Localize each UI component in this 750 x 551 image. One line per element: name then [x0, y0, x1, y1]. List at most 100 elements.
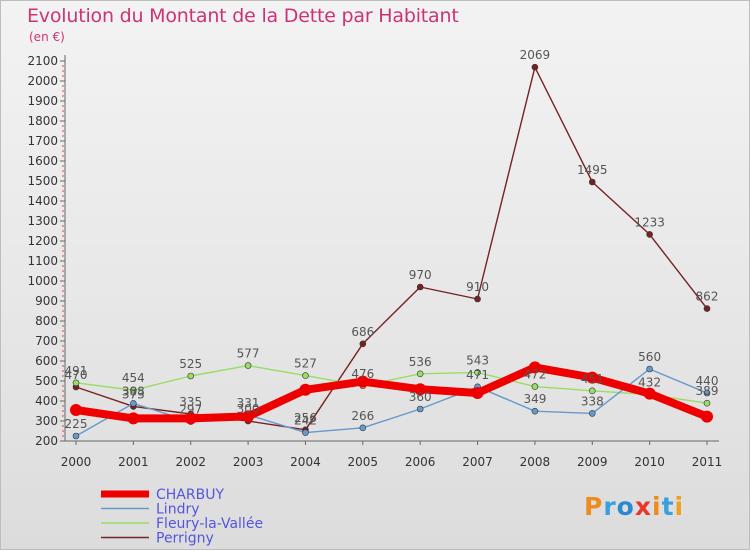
data-label: 389: [696, 384, 719, 398]
y-tick-label: 1000: [27, 274, 58, 288]
logo-letter: t: [661, 492, 675, 521]
legend-label: Fleury-la-Vallée: [156, 516, 263, 532]
y-tick-label: 400: [35, 394, 58, 408]
chart-subtitle: (en €): [29, 30, 65, 44]
x-tick-label: 2003: [233, 455, 264, 469]
data-label: 242: [294, 414, 317, 428]
proxiti-logo: Proxiti: [584, 492, 684, 521]
data-label: 331: [237, 396, 260, 410]
data-label: 451: [581, 372, 604, 386]
data-label: 2069: [520, 48, 551, 62]
data-label: 543: [466, 353, 489, 367]
data-label: 360: [409, 390, 432, 404]
data-point: [703, 389, 711, 397]
y-tick-label: 1300: [27, 214, 58, 228]
y-tick-label: 1100: [27, 254, 58, 268]
x-tick-label: 2002: [175, 455, 206, 469]
x-tick-label: 2007: [462, 455, 493, 469]
y-tick-label: 500: [35, 374, 58, 388]
data-label: 300: [237, 402, 260, 416]
data-point: [299, 383, 312, 396]
data-point: [359, 340, 367, 348]
data-point: [72, 432, 80, 440]
data-label: 577: [237, 347, 260, 361]
logo-letter: i: [674, 492, 685, 521]
data-label: 491: [65, 364, 88, 378]
data-label: 1233: [634, 215, 665, 229]
data-label: 560: [638, 350, 661, 364]
data-point: [531, 383, 539, 390]
data-point: [474, 295, 481, 303]
y-tick-label: 300: [35, 414, 58, 428]
data-label: 454: [122, 371, 145, 385]
x-tick-label: 2008: [520, 455, 551, 469]
data-label: 256: [294, 411, 317, 425]
data-label: 686: [351, 325, 374, 339]
y-tick-label: 600: [35, 354, 58, 368]
data-point: [588, 410, 596, 417]
legend-label: Perrigny: [156, 531, 214, 547]
data-point: [586, 371, 599, 384]
data-label: 527: [294, 357, 317, 371]
data-point: [528, 361, 541, 374]
series-line-perrigny: [75, 66, 708, 431]
y-tick-label: 1700: [27, 134, 58, 148]
y-tick-label: 700: [35, 334, 58, 348]
y-tick-label: 1500: [27, 174, 58, 188]
y-tick-label: 2000: [27, 74, 58, 88]
data-label: 1495: [577, 163, 608, 177]
data-point: [588, 387, 596, 395]
data-label: 970: [409, 268, 432, 282]
x-tick-label: 2009: [577, 455, 608, 469]
x-tick-label: 2000: [61, 455, 92, 469]
x-tick-label: 2011: [692, 455, 723, 469]
data-point: [70, 404, 82, 416]
data-point: [701, 410, 713, 423]
logo-letter: o: [616, 492, 635, 521]
data-label: 349: [523, 392, 546, 406]
logo-letter: x: [634, 492, 652, 521]
y-tick-label: 2100: [27, 54, 58, 68]
data-point: [242, 410, 255, 423]
data-point: [416, 370, 424, 378]
series-line-charbuy: [72, 363, 711, 423]
data-point: [531, 63, 539, 71]
data-label: 472: [523, 368, 546, 382]
data-label: 266: [351, 409, 374, 423]
data-point: [646, 231, 653, 238]
data-label: 525: [179, 357, 202, 371]
data-point: [130, 386, 137, 394]
data-point: [588, 178, 596, 186]
data-label: 432: [638, 376, 661, 390]
y-tick-label: 1200: [27, 234, 58, 248]
data-label: 338: [581, 394, 604, 408]
data-label: 225: [65, 417, 88, 431]
data-point: [471, 387, 484, 399]
data-point: [72, 379, 80, 387]
series-line-fleury-la-vall-e: [75, 364, 708, 404]
chart-title: Evolution du Montant de la Dette par Hab…: [27, 5, 459, 27]
data-point: [531, 407, 539, 415]
y-tick-label: 200: [35, 434, 58, 448]
data-label: 536: [409, 355, 432, 369]
y-tick-label: 1400: [27, 194, 58, 208]
data-point: [244, 362, 252, 369]
y-tick-label: 1900: [27, 94, 58, 108]
logo-letter: P: [584, 492, 604, 521]
data-label: 440: [696, 374, 719, 388]
data-point: [302, 372, 309, 379]
data-label: 476: [351, 367, 374, 381]
data-point: [416, 283, 424, 291]
y-tick-label: 1600: [27, 154, 58, 168]
x-tick-label: 2001: [118, 455, 149, 469]
y-tick-label: 900: [35, 294, 58, 308]
data-label: 471: [466, 368, 489, 382]
logo-letter: i: [652, 492, 662, 521]
y-tick-label: 1800: [27, 114, 58, 128]
data-point: [127, 412, 140, 425]
data-point: [302, 429, 309, 436]
x-tick-label: 2005: [348, 455, 379, 469]
data-point: [356, 375, 369, 388]
